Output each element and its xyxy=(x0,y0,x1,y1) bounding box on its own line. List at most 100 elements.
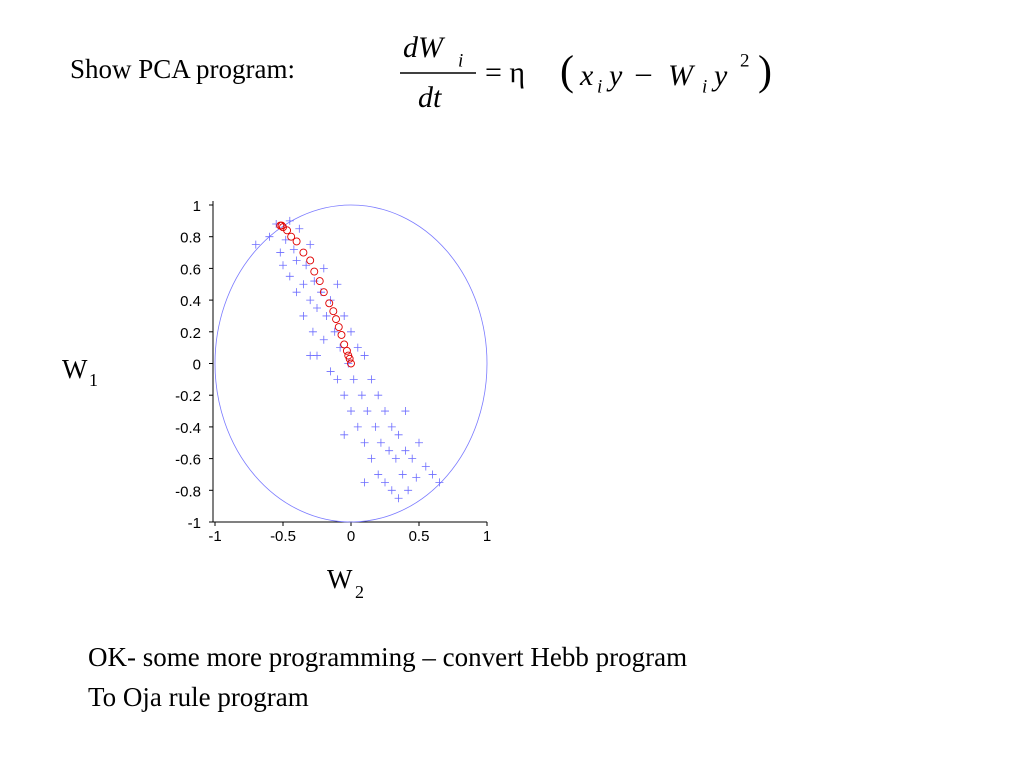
y-tick-label: 0.6 xyxy=(180,261,201,278)
circle-point xyxy=(337,331,346,339)
x-tick-label: 1 xyxy=(483,528,491,545)
plus-point xyxy=(394,494,403,503)
plus-point xyxy=(412,473,421,482)
plus-point xyxy=(374,391,383,400)
plus-point xyxy=(360,438,369,447)
plus-point xyxy=(421,462,430,471)
plus-point xyxy=(415,438,423,447)
plus-point xyxy=(360,351,369,360)
plus-point xyxy=(292,256,301,265)
plus-point xyxy=(435,478,444,487)
formula-t1-sub: i xyxy=(597,76,602,97)
formula-num: dW xyxy=(403,31,446,64)
x-label: W xyxy=(327,564,353,594)
plus-point xyxy=(313,351,321,360)
plus-point xyxy=(340,311,349,320)
plus-point xyxy=(295,224,304,233)
circle-point xyxy=(292,237,301,246)
plus-point xyxy=(391,454,400,463)
y-tick-label: 0.2 xyxy=(180,325,201,342)
plus-point xyxy=(306,296,315,305)
plus-point xyxy=(353,422,362,431)
circle-point xyxy=(344,351,353,360)
unit-circle xyxy=(214,204,488,523)
plus-point xyxy=(313,304,321,313)
y-tick-label: -0.2 xyxy=(175,388,201,405)
plus-point xyxy=(360,478,369,487)
plus-point xyxy=(310,277,319,286)
plus-point xyxy=(281,235,290,244)
plus-point xyxy=(357,391,366,400)
y-tick-label: 0 xyxy=(193,356,201,373)
plus-point xyxy=(394,430,403,439)
circle-point xyxy=(334,323,343,331)
x-tick-label: -1 xyxy=(208,528,221,545)
x-tick-label: 0 xyxy=(347,528,355,545)
plot: -1 -0.8 -0.6 -0.4 -0.2 0 0.2 0.4 0.6 0.8 1 -1 -0.5 0 0… xyxy=(175,198,491,545)
plus-point xyxy=(381,407,389,416)
plus-point xyxy=(340,430,349,439)
plus-point xyxy=(322,311,331,320)
circle-point xyxy=(306,256,315,265)
plus-point xyxy=(299,311,308,320)
slide-title: Show PCA program: xyxy=(70,54,295,84)
formula-close: ) xyxy=(758,49,772,95)
formula: dW i dt = η ( x i y – W i y 2 ) xyxy=(400,31,772,114)
plus-point xyxy=(398,470,407,479)
x-label-sub: 2 xyxy=(355,582,364,602)
plus-point xyxy=(306,351,315,360)
plus-point xyxy=(330,327,339,336)
plus-point xyxy=(340,391,349,400)
plus-point xyxy=(385,446,394,455)
x-tick-label: 0.5 xyxy=(409,528,430,545)
formula-eq: = η xyxy=(485,56,525,89)
formula-t2: y xyxy=(606,59,623,92)
circle-point xyxy=(299,248,308,257)
plus-point xyxy=(319,264,328,273)
plus-point xyxy=(347,407,355,416)
plus-point xyxy=(376,438,385,447)
plus-point xyxy=(404,486,413,495)
plus-point xyxy=(306,240,315,249)
circle-point xyxy=(315,277,324,286)
plus-point xyxy=(349,375,358,384)
x-tick-label: -0.5 xyxy=(270,528,296,545)
circle-point xyxy=(310,267,319,276)
y-tick-label: -0.4 xyxy=(175,420,201,437)
plus-point xyxy=(428,470,437,479)
plus-point xyxy=(333,280,342,289)
y-tick-label: 0.8 xyxy=(180,230,201,247)
y-label: W xyxy=(62,354,88,384)
formula-den: dt xyxy=(418,81,442,114)
plus-point xyxy=(276,248,285,257)
footer-line: To Oja rule program xyxy=(88,682,309,712)
circle-point xyxy=(287,232,296,241)
plus-point xyxy=(374,470,383,479)
circle-point xyxy=(319,288,328,297)
plus-point xyxy=(353,343,362,352)
formula-open: ( xyxy=(560,49,574,95)
plus-point xyxy=(387,486,396,495)
plus-point xyxy=(251,240,260,249)
y-tick-label: 0.4 xyxy=(180,293,201,310)
plus-point xyxy=(279,261,287,270)
y-tick-label: -0.6 xyxy=(175,452,201,469)
circle-point xyxy=(340,340,349,349)
plus-point xyxy=(367,454,376,463)
y-tick-label: 1 xyxy=(193,198,201,215)
formula-t3: W xyxy=(668,59,696,92)
plus-point xyxy=(302,261,311,270)
y-tick-label: -1 xyxy=(188,515,201,532)
formula-num-sub: i xyxy=(458,50,463,71)
plus-point xyxy=(371,422,380,431)
formula-t4-sup: 2 xyxy=(740,50,750,71)
plus-point xyxy=(347,327,355,336)
plus-point xyxy=(299,280,308,289)
plus-point xyxy=(319,335,328,344)
formula-t1: x xyxy=(579,59,594,92)
plus-point xyxy=(265,232,274,241)
plus-point xyxy=(387,422,396,431)
plus-point xyxy=(308,327,317,336)
